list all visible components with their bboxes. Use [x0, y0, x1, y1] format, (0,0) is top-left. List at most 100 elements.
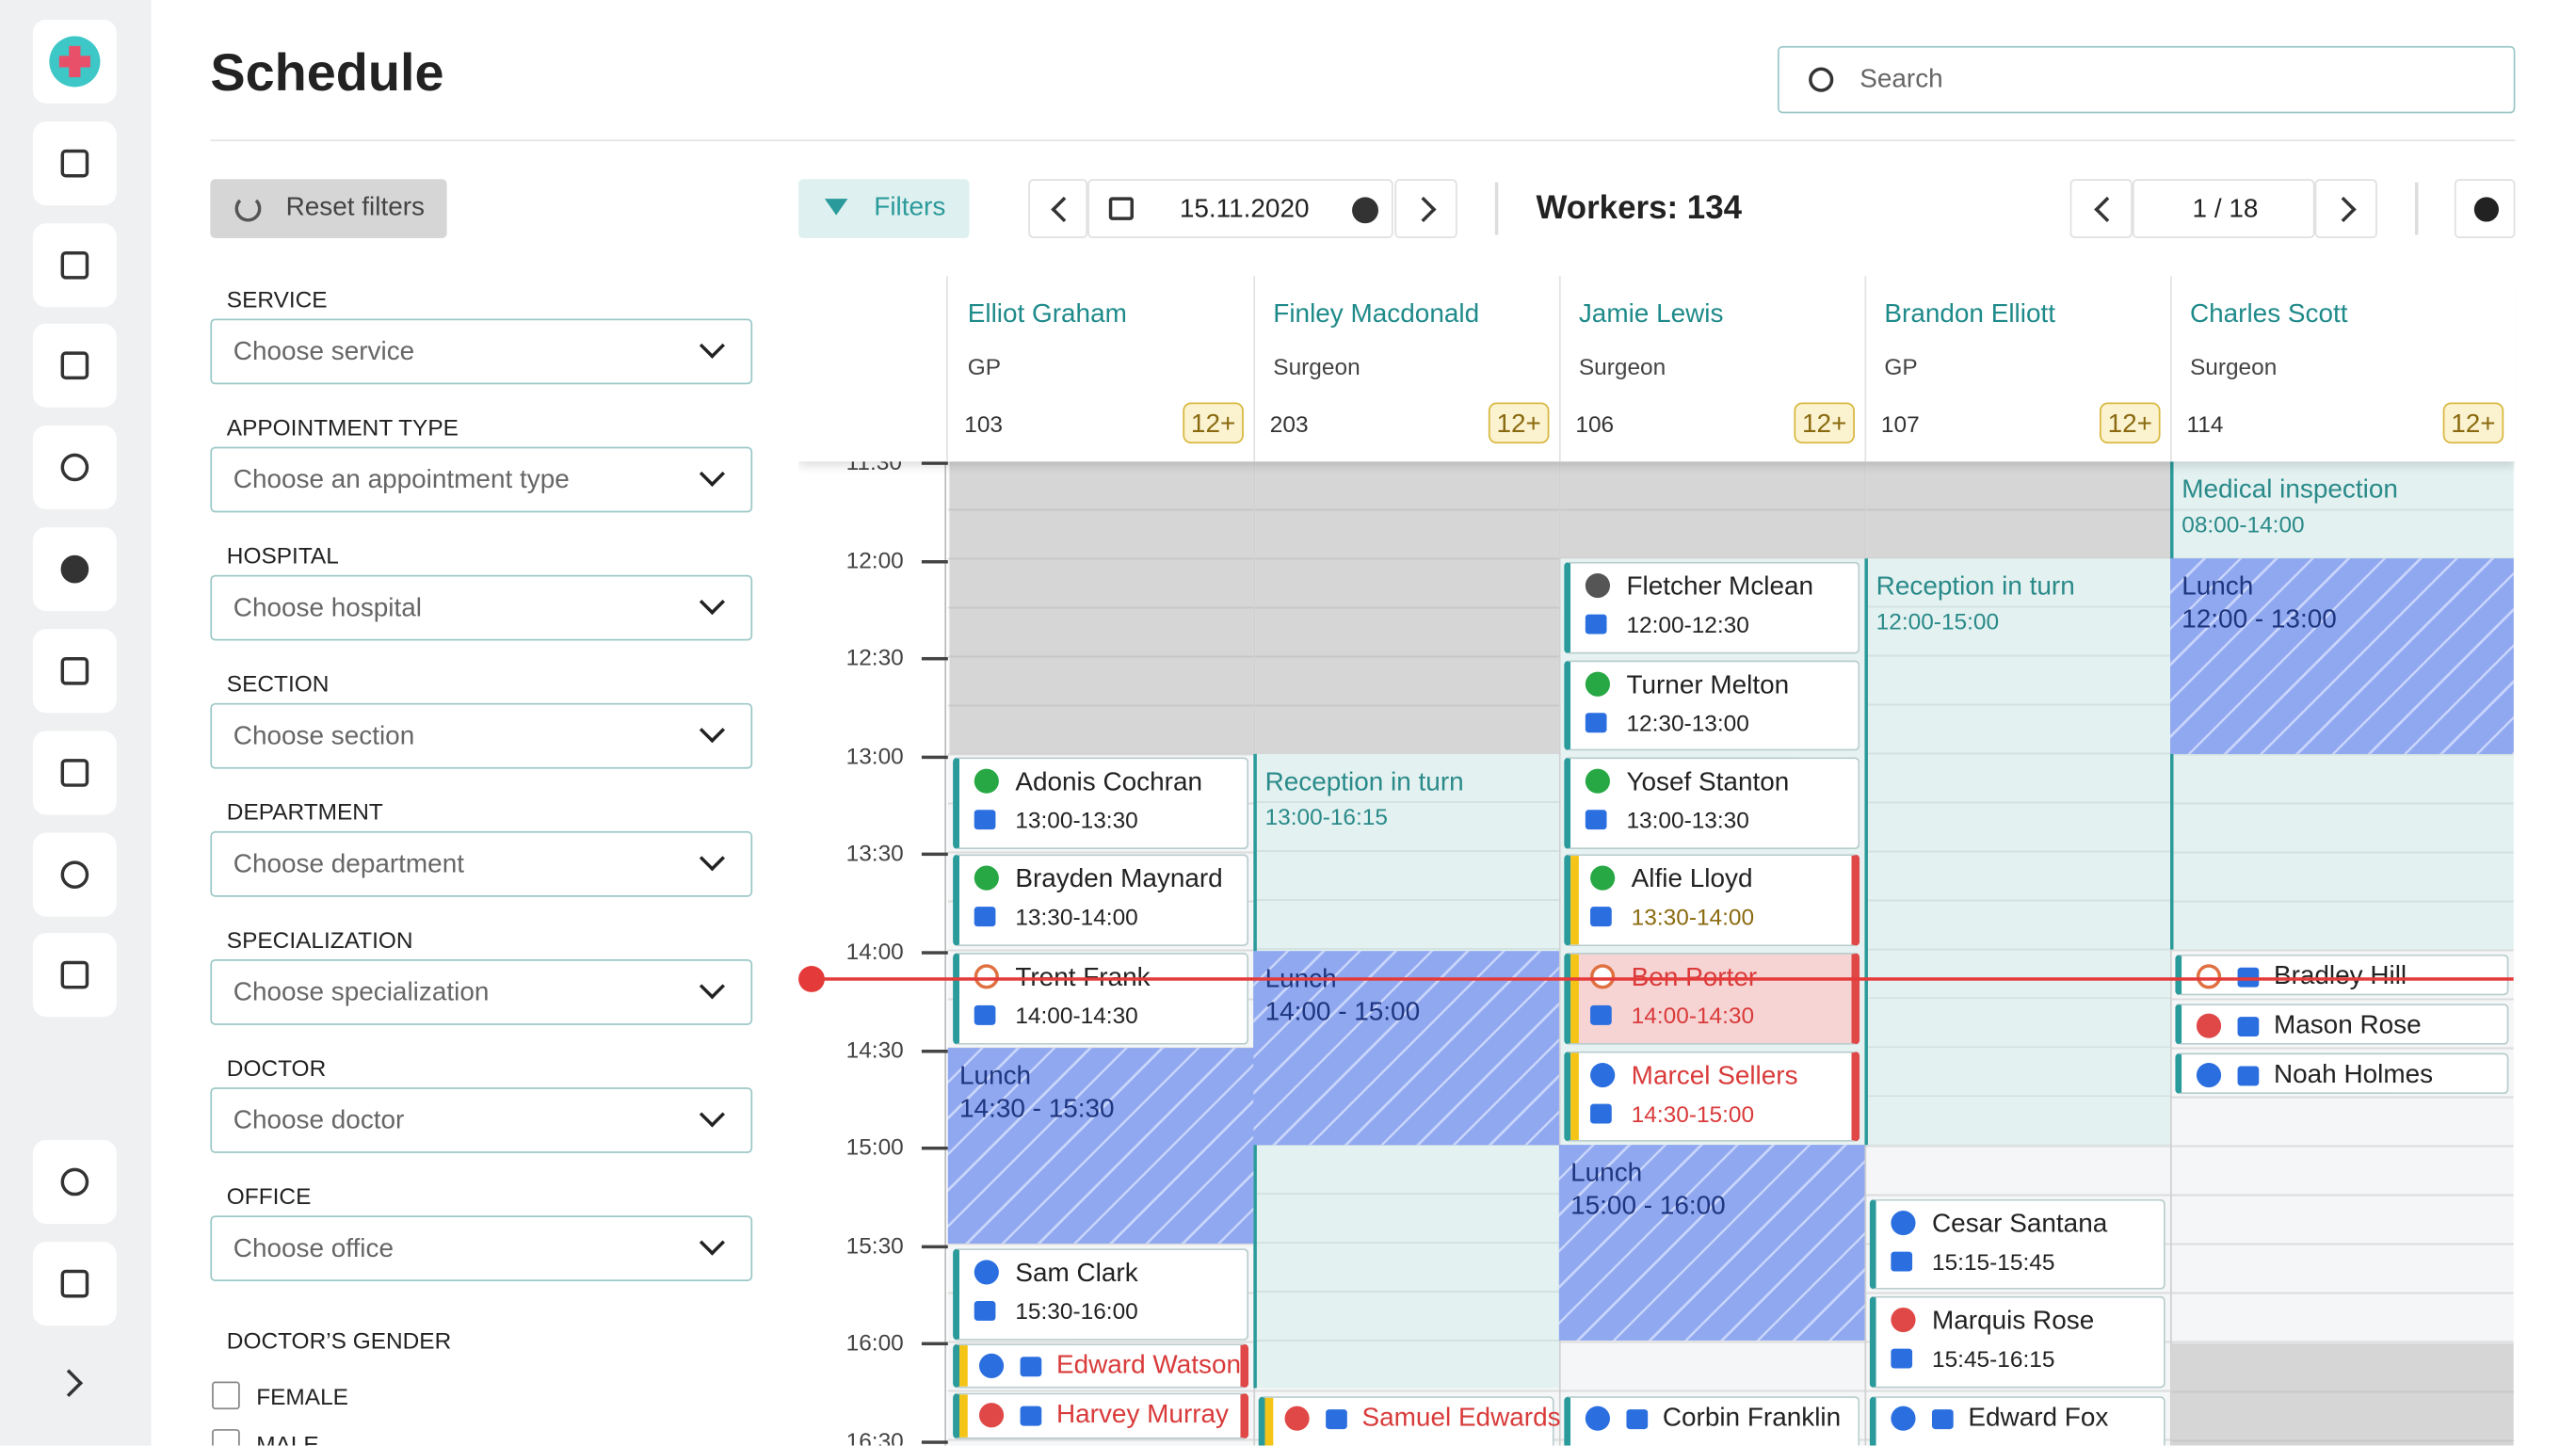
appointment-time: 13:30-14:00	[1631, 903, 1755, 930]
date-picker[interactable]: 15.11.2020	[1087, 179, 1393, 239]
nav-clipboard[interactable]	[32, 629, 117, 714]
doctor-name[interactable]: Jamie Lewis	[1578, 300, 1724, 329]
prev-page[interactable]	[2069, 179, 2133, 239]
time-tick	[921, 1245, 948, 1248]
appointment[interactable]: Marcel Sellers 14:30-15:00	[1564, 1051, 1860, 1142]
type-icon	[974, 1004, 996, 1025]
nav-ambulance[interactable]	[32, 933, 117, 1018]
header-divider	[946, 276, 948, 462]
doctor-name[interactable]: Brandon Elliott	[1884, 300, 2055, 329]
appointment[interactable]: Mason Rose	[2175, 1004, 2509, 1045]
filter-select[interactable]: Choose hospital	[210, 574, 753, 641]
filters-button[interactable]: Filters	[798, 179, 970, 239]
accent	[1570, 954, 1579, 1044]
appointment[interactable]: Adonis Cochran 13:00-13:30	[953, 757, 1249, 850]
doctor-name[interactable]: Charles Scott	[2189, 300, 2348, 329]
filter-select[interactable]: Choose an appointment type	[210, 446, 753, 513]
type-icon	[1590, 1004, 1612, 1025]
time-tick	[921, 1342, 948, 1346]
appointment-time: 12:00-12:30	[1626, 611, 1749, 638]
appointment[interactable]: Bradley Hill	[2175, 954, 2509, 996]
lunch-title: Lunch	[959, 1062, 1032, 1091]
room: 114	[2186, 410, 2224, 438]
search-box[interactable]: Search	[1777, 45, 2516, 114]
appointment[interactable]: Corbin Franklin	[1564, 1396, 1860, 1446]
column-divider	[1558, 461, 1561, 1446]
filter-label: DOCTOR	[226, 1054, 327, 1082]
doctor-name[interactable]: Elliot Graham	[967, 300, 1127, 329]
type-icon	[974, 810, 996, 830]
appointment[interactable]: Brayden Maynard 13:30-14:00	[953, 854, 1249, 947]
time-tick	[921, 461, 948, 465]
filter-select[interactable]: Choose office	[210, 1215, 753, 1282]
page-label: 1 / 18	[2192, 195, 2259, 224]
appointment[interactable]: Turner Melton 12:30-13:00	[1564, 660, 1860, 751]
status-icon	[1585, 1406, 1611, 1431]
filter-select[interactable]: Choose department	[210, 830, 753, 897]
time-label: 12:30	[845, 644, 904, 671]
appointment-time: 13:00-13:30	[1626, 806, 1749, 833]
time-tick	[921, 1049, 948, 1052]
header-divider	[2170, 276, 2172, 462]
nav-calendar[interactable]	[32, 121, 117, 206]
time-label: 16:00	[845, 1329, 904, 1357]
filter-select[interactable]: Choose doctor	[210, 1087, 753, 1153]
filter-label: HOSPITAL	[226, 541, 339, 569]
appointment[interactable]: Ben Porter 14:00-14:30	[1564, 953, 1860, 1045]
search-placeholder: Search	[1860, 65, 1943, 94]
accent	[1570, 856, 1579, 945]
appointment[interactable]: Fletcher Mclean 12:00-12:30	[1564, 561, 1860, 654]
room: 107	[1880, 410, 1920, 438]
time-label: 15:30	[845, 1231, 904, 1259]
nav-jobs[interactable]	[32, 323, 117, 408]
filter-select[interactable]: Choose section	[210, 702, 753, 769]
doctor-name[interactable]: Finley Macdonald	[1273, 300, 1480, 329]
doctor-role: GP	[967, 353, 1002, 380]
settings-button[interactable]	[2454, 179, 2516, 239]
status-icon	[978, 1353, 1005, 1378]
checkbox[interactable]	[212, 1429, 240, 1446]
nav-settings[interactable]	[32, 527, 117, 612]
page-title: Schedule	[210, 42, 444, 103]
status-icon	[1590, 964, 1616, 989]
block-title: Reception in turn	[1264, 768, 1464, 797]
appointment-time: 14:00-14:30	[1015, 1002, 1138, 1029]
time-label: 16:30	[845, 1427, 904, 1446]
appointment[interactable]: Edward Fox	[1869, 1396, 2165, 1446]
appointment[interactable]: Yosef Stanton 13:00-13:30	[1564, 757, 1860, 850]
appointment[interactable]: Harvey Murray	[953, 1392, 1249, 1439]
nav-support[interactable]	[32, 425, 117, 509]
appointment[interactable]: Marquis Rose 15:45-16:15	[1869, 1295, 2165, 1389]
appointment[interactable]: Sam Clark 15:30-16:00	[953, 1248, 1249, 1341]
appointment[interactable]: Alfie Lloyd 13:30-14:00	[1564, 854, 1860, 947]
next-page[interactable]	[2314, 179, 2377, 239]
nav-logout[interactable]	[32, 1242, 117, 1326]
nav-structure[interactable]	[32, 832, 117, 917]
appointment[interactable]: Cesar Santana 15:15-15:45	[1869, 1198, 2165, 1290]
filter-placeholder: Choose section	[233, 722, 415, 751]
appointment[interactable]: Trent Frank 14:00-14:30	[953, 953, 1249, 1045]
appointment[interactable]: Edward Watson	[953, 1343, 1249, 1389]
expand[interactable]	[55, 1369, 84, 1398]
nav-search[interactable]	[32, 1139, 117, 1224]
checkbox[interactable]	[212, 1381, 240, 1410]
reset-button[interactable]: Reset filters	[210, 179, 447, 239]
next-day[interactable]	[1394, 179, 1457, 239]
lunch-title: Lunch	[1570, 1159, 1643, 1188]
nav-id[interactable]	[32, 223, 117, 308]
type-icon	[1590, 907, 1612, 927]
prev-day[interactable]	[1028, 179, 1088, 239]
filter-label: APPOINTMENT TYPE	[226, 413, 459, 441]
filter-select[interactable]: Choose specialization	[210, 959, 753, 1025]
appointment[interactable]: Noah Holmes	[2175, 1052, 2509, 1095]
appointment-time: 15:45-16:15	[1932, 1345, 2055, 1372]
filter-select[interactable]: Choose service	[210, 318, 753, 385]
separator	[1494, 182, 1499, 235]
nav-beds[interactable]	[32, 731, 117, 815]
filter-placeholder: Choose specialization	[233, 978, 490, 1007]
logo[interactable]	[32, 19, 117, 104]
doctor-role: Surgeon	[2189, 353, 2278, 380]
time-label: 15:00	[845, 1133, 904, 1161]
doctor-role: Surgeon	[1578, 353, 1666, 380]
appointment[interactable]: Samuel Edwards	[1258, 1396, 1561, 1446]
